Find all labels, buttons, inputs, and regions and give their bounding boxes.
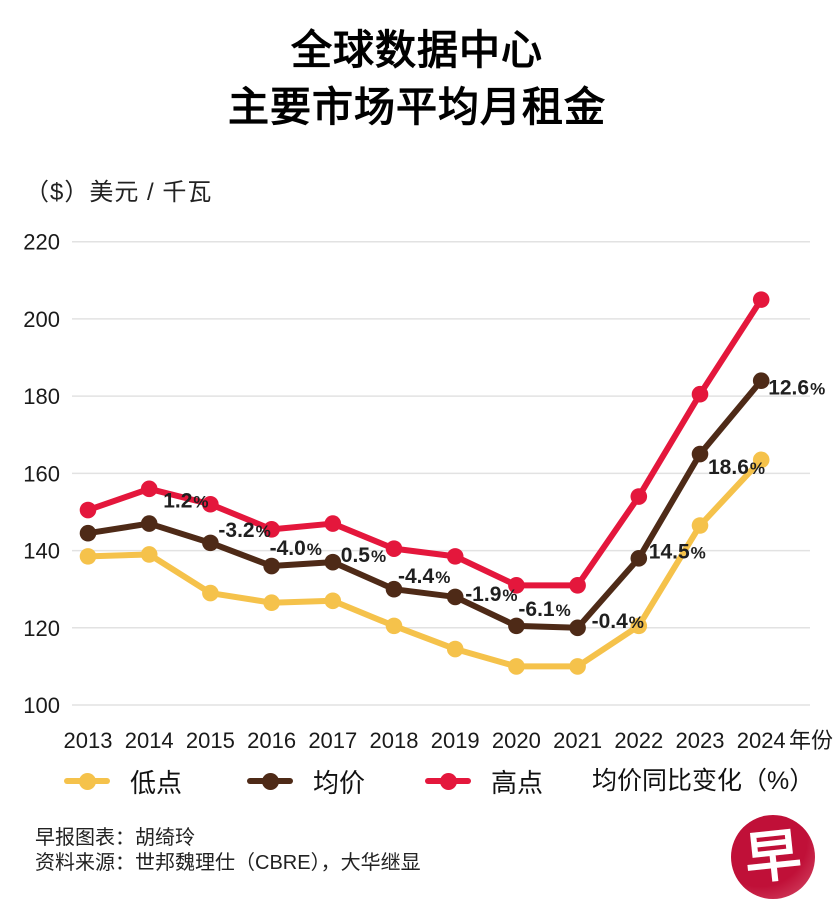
x-tick-2024: 2024 xyxy=(737,728,786,753)
data-point-0-2013 xyxy=(79,548,97,565)
data-point-1-2021 xyxy=(569,619,586,637)
y-tick-100: 100 xyxy=(23,693,60,718)
data-point-0-2017 xyxy=(324,592,342,610)
x-tick-2023: 2023 xyxy=(676,728,725,753)
data-point-2-2016 xyxy=(263,521,280,538)
yoy-annotation-2018: -4.4% xyxy=(398,565,450,588)
data-point-1-2020 xyxy=(508,617,525,635)
series-line-2 xyxy=(85,296,765,589)
footer-credits: 早报图表：胡绮玲 资料来源：世邦魏理仕（CBRE），大华继显 xyxy=(35,826,421,876)
data-point-0-2022 xyxy=(630,617,648,635)
data-point-2-2023 xyxy=(691,385,709,403)
data-point-0-2019 xyxy=(446,640,464,658)
legend-note-yoy-change: 均价同比变化（%） xyxy=(592,767,815,795)
x-tick-2017: 2017 xyxy=(308,728,357,753)
data-point-1-2024 xyxy=(752,372,770,389)
x-tick-2019: 2019 xyxy=(431,728,480,753)
data-point-0-2024 xyxy=(752,451,770,469)
legend-swatch-avg xyxy=(247,772,293,790)
x-tick-2016: 2016 xyxy=(247,728,296,753)
legend-label-high: 高点 xyxy=(491,767,544,798)
x-tick-2021: 2021 xyxy=(553,728,602,753)
x-tick-2020: 2020 xyxy=(492,728,541,753)
yoy-annotation-2021: -0.4% xyxy=(592,610,644,633)
data-point-2-2022 xyxy=(630,488,648,505)
data-point-2-2019 xyxy=(446,548,464,565)
legend-dot-high xyxy=(439,772,457,790)
zaobao-logo: 早 xyxy=(731,815,815,899)
legend-item-high: 高点 xyxy=(425,766,543,798)
data-point-0-2018 xyxy=(385,617,403,635)
data-point-0-2016 xyxy=(263,594,280,612)
y-axis-unit-label: （$）美元 / 千瓦 xyxy=(25,179,213,206)
page-title-line2: 主要市场平均月租金 xyxy=(228,84,606,130)
y-tick-120: 120 xyxy=(23,616,60,641)
legend-swatch-high xyxy=(425,772,471,790)
footer-source-line: 资料来源：世邦魏理仕（CBRE），大华继显 xyxy=(35,852,421,874)
legend-label-low: 低点 xyxy=(130,767,183,798)
legend-item-low: 低点 xyxy=(64,766,182,798)
yoy-annotation-2024: 12.6% xyxy=(768,377,825,400)
yoy-annotation-2017: 0.5% xyxy=(341,544,386,567)
yoy-annotation-2016: -4.0% xyxy=(270,537,322,560)
data-point-2-2021 xyxy=(569,577,586,594)
legend-dot-low xyxy=(78,772,96,790)
yoy-annotation-2019: -1.9% xyxy=(465,583,517,606)
data-point-0-2020 xyxy=(508,658,525,675)
series-line-1 xyxy=(85,377,765,631)
data-point-1-2022 xyxy=(630,550,648,567)
x-tick-2018: 2018 xyxy=(370,728,419,753)
data-point-2-2014 xyxy=(140,480,158,498)
data-point-1-2019 xyxy=(446,588,464,606)
data-point-2-2013 xyxy=(79,501,97,519)
yoy-annotation-2020: -6.1% xyxy=(518,598,570,621)
legend-dot-avg xyxy=(261,772,279,790)
series-line-0 xyxy=(85,456,765,670)
data-point-2-2017 xyxy=(324,515,342,532)
x-tick-2013: 2013 xyxy=(64,728,113,753)
yoy-annotation-2023: 18.6% xyxy=(708,456,765,479)
yoy-annotation-2022: 14.5% xyxy=(649,540,706,563)
data-point-2-2018 xyxy=(385,540,403,557)
data-point-2-2020 xyxy=(508,577,525,594)
data-point-1-2018 xyxy=(385,580,403,598)
data-point-1-2013 xyxy=(79,524,97,542)
data-point-1-2014 xyxy=(140,515,158,532)
data-point-0-2021 xyxy=(569,658,586,675)
legend-item-avg: 均价 xyxy=(247,766,365,798)
data-point-2-2024 xyxy=(752,291,770,308)
x-axis-label: 年份 xyxy=(789,728,833,753)
data-point-0-2015 xyxy=(202,584,219,602)
data-point-1-2016 xyxy=(263,557,280,575)
page-title-line1: 全球数据中心 xyxy=(291,27,543,73)
data-point-1-2017 xyxy=(324,553,342,571)
y-tick-200: 200 xyxy=(23,307,60,332)
y-tick-180: 180 xyxy=(23,384,60,409)
data-point-1-2015 xyxy=(202,534,219,552)
y-tick-140: 140 xyxy=(23,539,60,564)
x-tick-2022: 2022 xyxy=(614,728,663,753)
data-point-1-2023 xyxy=(691,445,709,463)
data-point-0-2014 xyxy=(140,546,158,563)
legend-swatch-low xyxy=(64,772,110,790)
y-tick-160: 160 xyxy=(23,461,60,486)
yoy-annotation-2014: 1.2% xyxy=(163,490,208,513)
legend-label-avg: 均价 xyxy=(313,767,366,798)
zaobao-logo-glyph: 早 xyxy=(741,822,805,891)
x-tick-2015: 2015 xyxy=(186,728,235,753)
data-point-0-2023 xyxy=(691,517,709,534)
y-tick-220: 220 xyxy=(23,230,60,255)
yoy-annotation-2015: -3.2% xyxy=(218,519,270,542)
page-title: 全球数据中心 主要市场平均月租金 xyxy=(0,0,834,136)
footer-credit-line: 早报图表：胡绮玲 xyxy=(35,827,195,849)
x-tick-2014: 2014 xyxy=(125,728,174,753)
data-point-2-2015 xyxy=(202,495,219,513)
